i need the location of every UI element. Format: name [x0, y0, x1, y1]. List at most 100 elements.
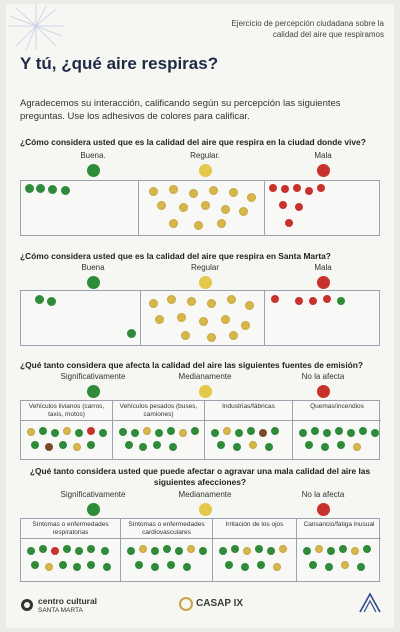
green-sticker-dot: [217, 441, 225, 449]
green-sticker-dot: [265, 443, 273, 451]
red-sticker-dot: [87, 427, 95, 435]
green-dot-icon: [86, 276, 100, 289]
green-sticker-dot: [139, 443, 147, 451]
yellow-sticker-dot: [187, 297, 196, 306]
green-sticker-dot: [51, 429, 59, 437]
yellow-sticker-dot: [209, 186, 218, 195]
green-sticker-dot: [87, 545, 95, 553]
green-sticker-dot: [75, 547, 83, 555]
yellow-sticker-dot: [315, 545, 323, 553]
source-light-vehicles: Vehículos livianos (carros, taxis, motos…: [21, 401, 113, 459]
casapix-emblem-icon: [179, 597, 193, 611]
yellow-sticker-dot: [177, 313, 186, 322]
org1-sub: SANTA MARTA: [38, 607, 83, 614]
yellow-sticker-dot: [189, 189, 198, 198]
poster: Ejercicio de percepción ciudadana sobre …: [6, 4, 394, 628]
conditions-box: Síntomas o enfermedades respiratorias Sí…: [20, 518, 381, 582]
starburst-decoration: [8, 4, 64, 51]
source-heavy-vehicles: Vehículos pesados (buses, camiones): [113, 401, 205, 459]
brown-sticker-dot: [259, 429, 267, 437]
green-dot-icon: [86, 385, 100, 398]
legend-good-label-2: Buena: [81, 263, 105, 272]
green-sticker-dot: [305, 441, 313, 449]
sources-box: Vehículos livianos (carros, taxis, motos…: [20, 400, 381, 460]
green-sticker-dot: [48, 185, 57, 194]
legend-regular: Regular.: [150, 151, 260, 177]
condition-label: Síntomas o enfermedades respiratorias: [21, 519, 120, 539]
green-sticker-dot: [87, 561, 95, 569]
yellow-sticker-dot: [73, 443, 81, 451]
yellow-sticker-dot: [351, 547, 359, 555]
cell-bad: [265, 181, 381, 235]
green-sticker-dot: [31, 561, 39, 569]
yellow-dot-icon: [198, 385, 212, 398]
source-label: Vehículos pesados (buses, camiones): [113, 401, 204, 421]
green-dot-icon: [86, 503, 100, 516]
legend-bad-label-2: Mala: [314, 263, 332, 272]
green-sticker-dot: [363, 545, 371, 553]
legend-regular-label: Regular.: [190, 151, 220, 160]
yellow-sticker-dot: [217, 219, 226, 228]
red-sticker-dot: [295, 203, 303, 211]
legend-none-4: No la afecta: [268, 490, 378, 516]
green-sticker-dot: [25, 184, 34, 193]
red-sticker-dot: [323, 295, 331, 303]
red-sticker-dot: [271, 295, 279, 303]
green-sticker-dot: [155, 429, 163, 437]
red-sticker-dot: [309, 297, 317, 305]
yellow-sticker-dot: [181, 331, 190, 340]
yellow-sticker-dot: [229, 188, 238, 197]
condition-eye-irritation: Irritación de los ojos: [213, 519, 297, 581]
green-sticker-dot: [163, 545, 171, 553]
yellow-sticker-dot: [169, 219, 178, 228]
question-4: ¿Qué tanto considera usted que puede afe…: [29, 466, 371, 487]
cell-bad-2: [265, 291, 381, 345]
green-sticker-dot: [39, 545, 47, 553]
condition-fatigue: Cansancio/fatiga inusual: [297, 519, 381, 581]
cell-regular-2: [141, 291, 265, 345]
green-sticker-dot: [125, 441, 133, 449]
green-sticker-dot: [311, 427, 319, 435]
red-dot-icon: [316, 276, 330, 289]
sticker-box-2: [20, 290, 380, 346]
red-dot-icon: [316, 385, 330, 398]
legend-none-3: No la afecta: [268, 372, 378, 398]
yellow-sticker-dot: [227, 295, 236, 304]
green-sticker-dot: [127, 547, 135, 555]
red-sticker-dot: [317, 184, 325, 192]
green-sticker-dot: [151, 563, 159, 571]
green-sticker-dot: [303, 547, 311, 555]
green-sticker-dot: [59, 561, 67, 569]
red-sticker-dot: [295, 297, 303, 305]
yellow-sticker-dot: [143, 427, 151, 435]
yellow-sticker-dot: [243, 547, 251, 555]
legend-2: Buena Regular Mala: [20, 263, 380, 293]
source-label: Quemas/incendios: [293, 401, 381, 421]
green-sticker-dot: [347, 429, 355, 437]
legend-regular-2: Regular: [150, 263, 260, 289]
yellow-sticker-dot: [279, 545, 287, 553]
yellow-sticker-dot: [199, 317, 208, 326]
green-sticker-dot: [241, 563, 249, 571]
legend-1: Buena. Regular. Mala: [20, 151, 380, 181]
yellow-sticker-dot: [223, 427, 231, 435]
yellow-sticker-dot: [221, 205, 230, 214]
yellow-sticker-dot: [149, 187, 158, 196]
green-sticker-dot: [211, 429, 219, 437]
legend-good-2: Buena: [38, 263, 148, 289]
green-sticker-dot: [101, 547, 109, 555]
source-label: Industrias/fábricas: [205, 401, 292, 421]
green-sticker-dot: [36, 184, 45, 193]
legend-med-label-4: Medianamente: [178, 490, 232, 499]
green-sticker-dot: [231, 545, 239, 553]
green-sticker-dot: [335, 427, 343, 435]
green-sticker-dot: [225, 561, 233, 569]
legend-med-4: Medianamente: [150, 490, 260, 516]
green-sticker-dot: [169, 443, 177, 451]
yellow-sticker-dot: [247, 193, 256, 202]
green-sticker-dot: [119, 428, 127, 436]
yellow-sticker-dot: [341, 561, 349, 569]
green-sticker-dot: [87, 441, 95, 449]
yellow-sticker-dot: [239, 207, 248, 216]
yellow-sticker-dot: [187, 545, 195, 553]
